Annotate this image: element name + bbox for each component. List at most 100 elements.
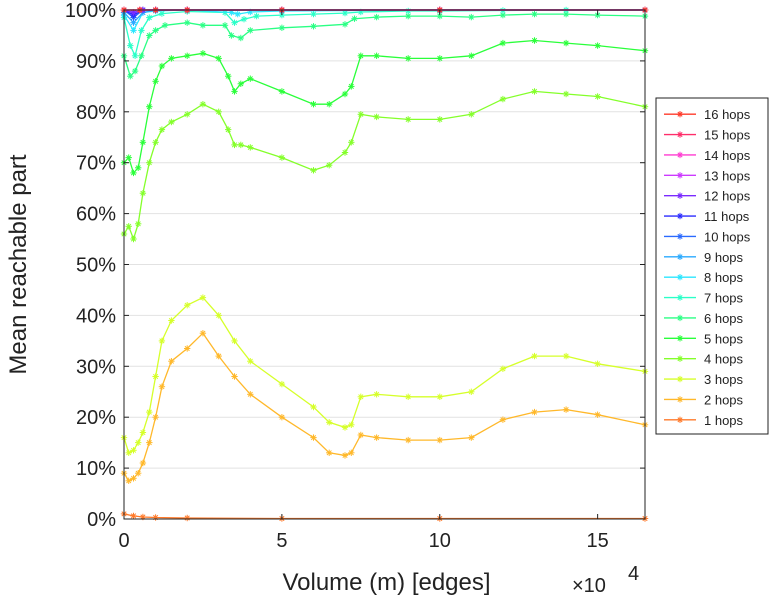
legend-marker [676,131,684,138]
data-point [357,431,364,439]
data-point [221,22,229,29]
data-point [158,337,166,345]
data-point [326,449,333,456]
data-point [357,393,364,400]
series-6-hops [120,10,649,80]
legend-label: 11 hops [704,209,750,224]
data-point [468,52,475,59]
data-point [130,512,137,520]
data-point [310,403,317,411]
data-point [139,429,147,436]
data-point [139,189,147,197]
data-point [341,90,349,98]
data-point [231,337,238,345]
data-point [278,414,286,421]
legend-label: 4 hops [704,352,744,367]
data-point [405,55,412,62]
data-point [253,12,260,20]
data-point [134,164,142,172]
legend-item: 9 hops [664,250,744,265]
series-line [123,9,645,58]
data-point [562,39,570,47]
legend-label: 6 hops [704,311,744,326]
data-point [158,10,166,17]
x-multiplier-exponent: 4 [628,563,639,585]
data-point [158,62,166,70]
data-point [224,126,232,133]
x-axis-label: Volume (m) [edges] [282,569,490,596]
data-point [130,9,137,16]
y-axis: 0% 10% 20% 30% 40% 50% 60% 70% 80% 90% 100% [65,0,645,531]
data-point [594,42,601,49]
data-point [594,411,601,418]
data-point [310,167,317,174]
data-point [152,414,159,421]
y-tick-label: 90% [76,51,116,73]
data-point [341,149,349,156]
data-point [348,83,355,90]
data-point [228,32,235,39]
data-point [168,55,175,62]
series-5-hops [120,37,649,177]
data-point [436,436,443,444]
data-point [373,113,380,121]
data-point [183,111,191,118]
y-tick-label: 30% [76,356,116,378]
data-point [152,514,159,521]
data-point [562,90,570,98]
data-point [373,13,380,21]
data-point [146,439,153,446]
legend-marker [676,416,684,424]
data-point [183,345,191,352]
data-point [125,223,132,230]
data-point [152,139,159,146]
data-point [134,220,142,228]
data-point [468,13,475,21]
legend-marker [676,335,684,342]
data-point [499,365,507,372]
data-point [373,52,380,59]
legend-marker [676,294,684,301]
data-point [168,118,175,126]
data-point [237,141,245,149]
data-point [199,100,207,108]
data-point [594,93,601,100]
data-point [183,302,191,309]
legend-item: 14 hops [664,148,751,163]
y-axis-label: Mean reachable part [5,154,32,374]
legend-marker [676,233,684,240]
data-point [594,360,601,367]
data-point [247,144,254,151]
y-tick-label: 80% [76,102,116,124]
data-point [146,159,153,166]
legend-label: 16 hops [704,107,751,122]
data-point [146,103,153,110]
legend-label: 8 hops [704,270,744,285]
data-point [183,52,191,59]
data-point [326,419,333,426]
data-point [231,19,238,26]
data-point [130,475,137,482]
data-point [131,52,139,59]
data-point [158,126,166,133]
data-point [499,39,507,47]
legend-item: 10 hops [664,229,751,244]
x-tick-label: 5 [276,530,287,552]
y-tick-label: 40% [76,305,116,327]
data-point [139,459,147,467]
data-point [146,14,153,21]
data-point [247,75,254,82]
data-point [215,108,222,116]
data-point [468,388,475,395]
data-point [531,408,538,416]
data-point [436,393,443,400]
data-point [247,391,254,398]
legend-marker [676,273,684,281]
legend-marker [676,375,684,383]
data-point [531,10,538,18]
data-point [168,317,175,324]
legend-marker [676,110,684,118]
data-point [310,23,317,30]
data-point [351,15,358,22]
